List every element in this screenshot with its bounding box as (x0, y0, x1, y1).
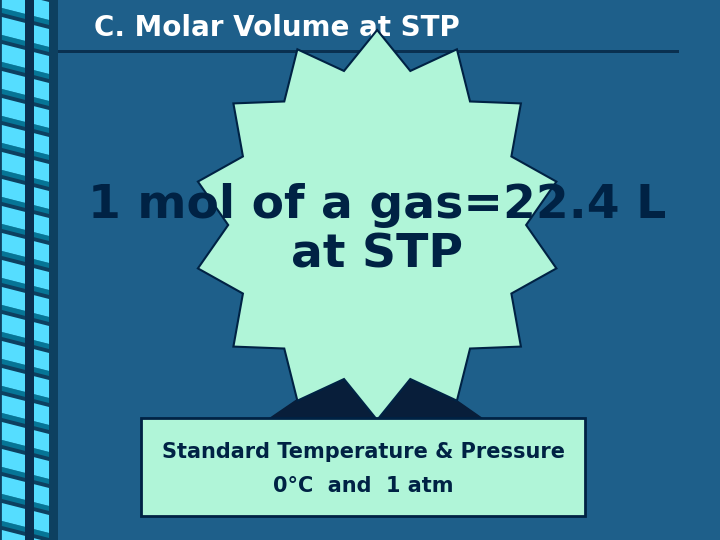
Polygon shape (2, 359, 49, 376)
FancyBboxPatch shape (0, 0, 58, 540)
Polygon shape (2, 170, 49, 187)
Polygon shape (2, 35, 49, 52)
Text: C. Molar Volume at STP: C. Molar Volume at STP (94, 14, 460, 42)
FancyBboxPatch shape (24, 0, 34, 540)
Polygon shape (2, 8, 49, 25)
Polygon shape (2, 179, 49, 209)
Polygon shape (2, 422, 49, 452)
Polygon shape (2, 449, 49, 479)
Polygon shape (2, 62, 49, 79)
Polygon shape (2, 503, 49, 533)
Text: 0°C  and  1 atm: 0°C and 1 atm (273, 476, 454, 496)
Polygon shape (2, 125, 49, 155)
Polygon shape (2, 44, 49, 74)
Polygon shape (2, 224, 49, 241)
Polygon shape (2, 341, 49, 371)
Polygon shape (2, 314, 49, 344)
Polygon shape (2, 395, 49, 425)
Polygon shape (2, 386, 49, 403)
Polygon shape (2, 251, 49, 268)
Polygon shape (2, 17, 49, 47)
FancyBboxPatch shape (58, 0, 679, 52)
Polygon shape (2, 152, 49, 182)
Text: Standard Temperature & Pressure: Standard Temperature & Pressure (161, 442, 564, 462)
Polygon shape (2, 521, 49, 538)
Polygon shape (2, 530, 49, 540)
Polygon shape (2, 98, 49, 128)
Polygon shape (2, 143, 49, 160)
Polygon shape (2, 116, 49, 133)
Polygon shape (2, 467, 49, 484)
Polygon shape (2, 287, 49, 317)
Text: at STP: at STP (291, 233, 463, 278)
Polygon shape (2, 494, 49, 511)
Polygon shape (2, 197, 49, 214)
Polygon shape (2, 233, 49, 263)
Polygon shape (2, 206, 49, 236)
Polygon shape (198, 30, 557, 420)
Polygon shape (2, 89, 49, 106)
Polygon shape (2, 278, 49, 295)
Polygon shape (2, 440, 49, 457)
Polygon shape (2, 305, 49, 322)
Polygon shape (2, 368, 49, 398)
Polygon shape (2, 332, 49, 349)
FancyBboxPatch shape (141, 418, 585, 516)
Polygon shape (2, 476, 49, 506)
FancyBboxPatch shape (58, 50, 679, 53)
Polygon shape (2, 0, 49, 20)
Polygon shape (2, 71, 49, 101)
Polygon shape (165, 345, 585, 490)
Polygon shape (2, 260, 49, 290)
Text: 1 mol of a gas=22.4 L: 1 mol of a gas=22.4 L (88, 183, 666, 227)
Polygon shape (2, 413, 49, 430)
